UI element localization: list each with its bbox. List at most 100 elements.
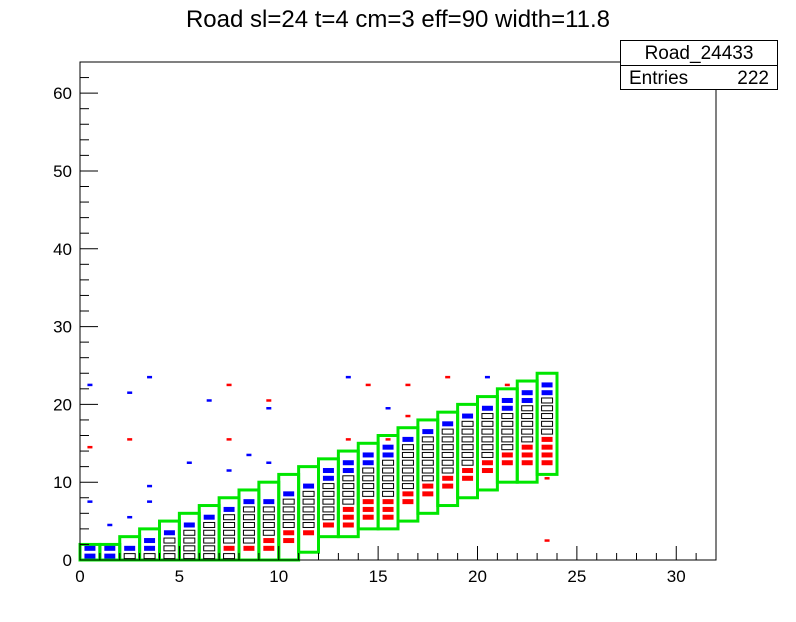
hist-cell-112 (422, 491, 434, 497)
hist-cell-68 (342, 468, 354, 474)
hist-cell-51 (283, 538, 295, 544)
hist-cell-141 (501, 405, 513, 411)
hist-cell-127 (461, 451, 474, 458)
x-tick-label-1: 5 (175, 567, 184, 586)
hist-outlier-11 (206, 399, 212, 402)
hist-cell-56 (302, 514, 315, 521)
plot-frame (79, 61, 717, 561)
hist-cell-36 (242, 537, 255, 544)
hist-cell-108 (421, 459, 434, 466)
hist-cell-66 (322, 522, 334, 528)
hist-outlier-4 (127, 391, 133, 394)
hist-cell-131 (481, 405, 493, 411)
hist-cell-92 (382, 499, 394, 505)
hist-outlier-29 (544, 477, 550, 480)
hist-outlier-23 (385, 438, 391, 441)
hist-cell-128 (461, 459, 474, 466)
hist-cell-111 (422, 483, 434, 489)
hist-cell-64 (322, 506, 335, 513)
hist-cell-149 (521, 390, 533, 396)
hist-cell-167 (541, 444, 553, 450)
hist-cell-2 (104, 545, 116, 551)
hist-cell-136 (481, 444, 494, 451)
hist-cell-19 (203, 521, 216, 528)
hist-cell-125 (461, 436, 474, 443)
hist-outlier-26 (445, 375, 451, 379)
axis-layer: 0 5 10 15 20 25 30 0 10 20 30 40 50 60 (53, 61, 717, 586)
hist-cell-146 (501, 444, 514, 451)
hist-cell-53 (302, 490, 315, 497)
hist-cell-155 (521, 436, 534, 443)
hist-cell-43 (263, 538, 275, 544)
hist-cell-101 (401, 483, 414, 490)
hist-cell-142 (501, 413, 514, 420)
hist-outlier-16 (266, 399, 272, 402)
hist-cell-6 (144, 538, 156, 544)
hist-outlier-7 (147, 375, 153, 379)
hist-cell-65 (322, 514, 335, 521)
hist-cell-75 (342, 522, 354, 528)
hist-cell-59 (322, 468, 334, 474)
hist-outlier-18 (266, 461, 272, 464)
hist-cell-80 (362, 483, 375, 490)
hist-cell-139 (481, 468, 493, 474)
hist-cell-84 (362, 514, 374, 520)
hist-cell-7 (144, 545, 156, 551)
hist-cell-40 (262, 514, 275, 521)
y-tick-label-5: 50 (53, 162, 72, 181)
x-tick-label-6: 30 (667, 567, 686, 586)
hist-cell-37 (243, 545, 255, 551)
hist-cell-70 (342, 483, 355, 490)
stats-box: Road_24433 Entries 222 (620, 40, 778, 90)
hist-outlier-3 (107, 523, 113, 527)
hist-outlier-21 (365, 383, 371, 387)
y-tick-label-2: 20 (53, 395, 72, 414)
hist-cell-3 (104, 553, 116, 559)
hist-cell-119 (441, 467, 454, 474)
hist-outlier-19 (345, 375, 351, 379)
cell-layer (84, 375, 554, 560)
hist-cell-95 (402, 436, 414, 442)
hist-cell-135 (481, 436, 494, 443)
hist-outlier-6 (127, 515, 133, 519)
hist-outlier-0 (87, 383, 93, 387)
hist-cell-10 (163, 537, 176, 544)
hist-cell-58 (303, 530, 315, 536)
hist-cell-17 (183, 553, 196, 560)
hist-cell-137 (481, 451, 494, 458)
hist-cell-29 (223, 545, 235, 551)
hist-outlier-10 (186, 461, 192, 464)
hist-cell-77 (362, 460, 374, 466)
hist-cell-79 (362, 475, 375, 482)
hist-cell-82 (362, 499, 374, 505)
hist-cell-102 (402, 491, 414, 497)
hist-cell-12 (163, 553, 176, 560)
hist-cell-42 (262, 529, 275, 536)
hist-cell-18 (203, 514, 215, 520)
hist-outlier-27 (484, 375, 490, 379)
hist-cell-15 (183, 537, 196, 544)
hist-cell-28 (223, 537, 236, 544)
hist-cell-0 (84, 545, 96, 551)
hist-cell-129 (462, 468, 474, 474)
x-tick-label-5: 25 (567, 567, 586, 586)
hist-cell-144 (501, 428, 514, 435)
hist-cell-86 (382, 452, 394, 458)
hist-cell-150 (521, 397, 533, 403)
hist-cell-124 (461, 428, 474, 435)
hist-cell-88 (382, 467, 395, 474)
hist-outlier-12 (226, 383, 232, 387)
hist-cell-117 (441, 451, 454, 458)
hist-cell-98 (401, 459, 414, 466)
hist-cell-1 (84, 553, 96, 559)
x-tick-label-3: 15 (369, 567, 388, 586)
hist-cell-148 (501, 460, 513, 466)
hist-cell-163 (541, 413, 554, 420)
hist-cell-33 (242, 514, 255, 521)
hist-cell-14 (183, 529, 196, 536)
hist-cell-109 (421, 467, 434, 474)
hist-cell-38 (263, 499, 275, 505)
hist-cell-35 (242, 529, 255, 536)
hist-cell-45 (283, 491, 295, 497)
hist-cell-134 (481, 428, 494, 435)
